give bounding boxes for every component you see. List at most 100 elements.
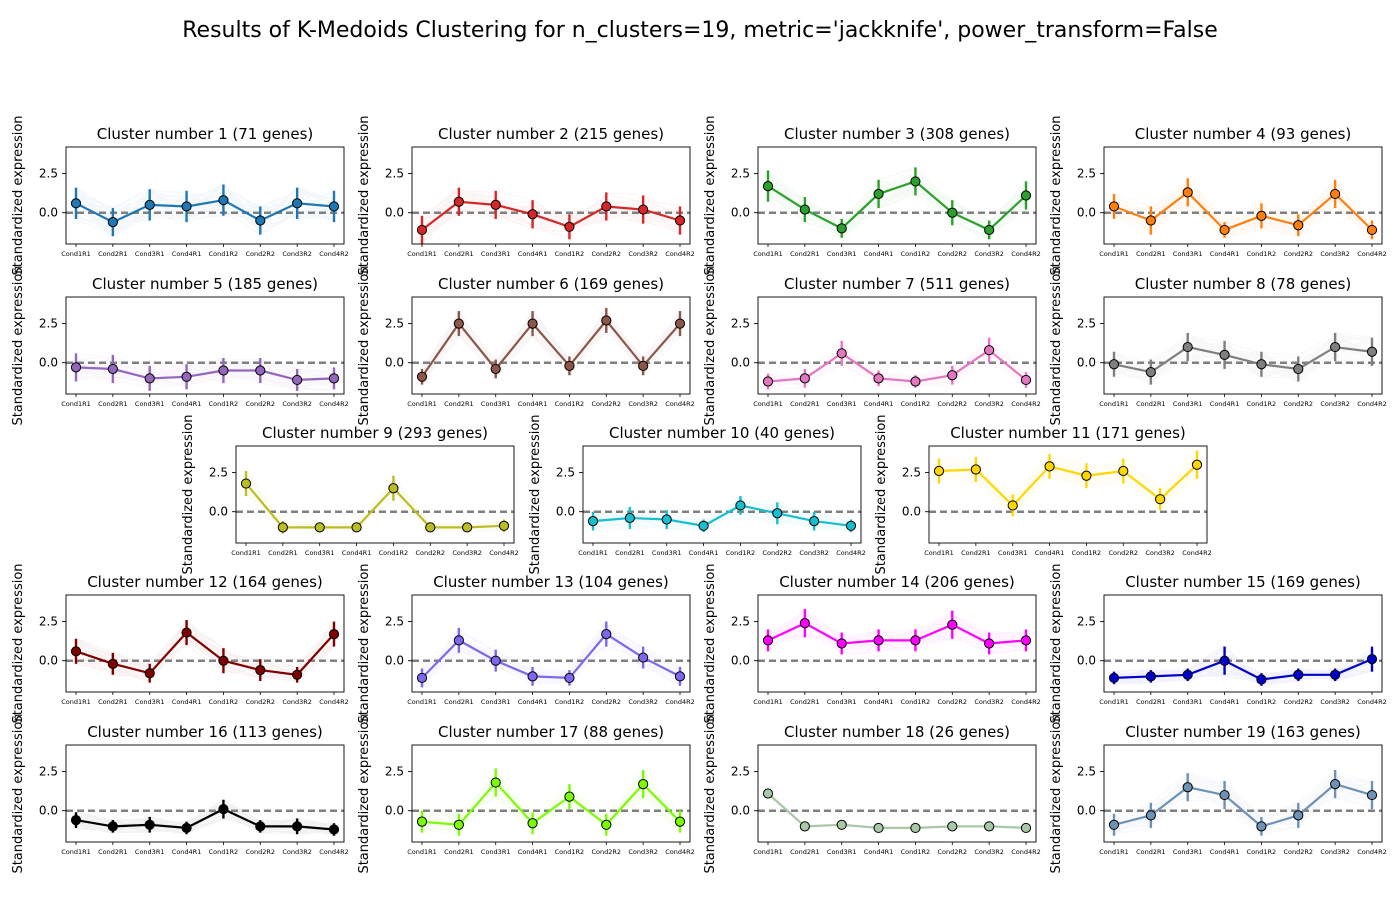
data-point bbox=[1007, 500, 1018, 511]
gene-profile-line bbox=[421, 622, 681, 685]
x-tick-label: Cond2R2 bbox=[246, 400, 276, 408]
data-point bbox=[328, 201, 340, 212]
data-point bbox=[947, 821, 958, 832]
gene-profile-line bbox=[767, 187, 1027, 239]
figure-title: Results of K-Medoids Clustering for n_cl… bbox=[182, 18, 1218, 43]
y-axis-label: Standardized expression bbox=[11, 713, 26, 873]
gene-profile-line bbox=[245, 473, 505, 533]
data-point bbox=[144, 199, 155, 210]
gene-profile-line bbox=[1113, 777, 1373, 834]
data-point bbox=[1182, 187, 1193, 198]
y-tick-label: 2.5 bbox=[731, 765, 750, 779]
gene-profile-line bbox=[1113, 661, 1373, 685]
gene-profile-line bbox=[938, 458, 1198, 510]
data-point bbox=[1182, 669, 1193, 680]
gene-profile-line bbox=[1113, 669, 1373, 684]
y-axis-label: Standardized expression bbox=[703, 563, 718, 723]
x-tick-label: Cond3R2 bbox=[282, 400, 312, 408]
gene-profile-line bbox=[1113, 333, 1373, 384]
data-point bbox=[490, 363, 501, 375]
gene-profile-line bbox=[1113, 785, 1373, 836]
x-tick-label: Cond2R2 bbox=[763, 549, 793, 557]
gene-profile-line bbox=[767, 343, 1027, 390]
gene-profiles-group bbox=[767, 335, 1027, 391]
y-tick-label: 2.5 bbox=[1077, 615, 1096, 629]
cluster-mean-line bbox=[1113, 782, 1373, 828]
gene-profile-line bbox=[75, 182, 335, 239]
gene-profile-line bbox=[1113, 337, 1373, 384]
cluster-panel: Cluster number 19 (163 genes) 0.0 2.5 Cond1… bbox=[1049, 713, 1387, 873]
y-axis-label: Standardized expression bbox=[11, 265, 26, 425]
gene-profile-line bbox=[592, 510, 852, 527]
gene-profile-line bbox=[421, 198, 681, 232]
gene-profile-line bbox=[767, 343, 1027, 387]
x-tick-label: Cond4R1 bbox=[518, 848, 548, 856]
data-point bbox=[638, 779, 649, 790]
gene-profile-line bbox=[421, 311, 681, 378]
gene-profile-line bbox=[75, 360, 335, 392]
gene-profile-line bbox=[767, 343, 1027, 386]
gene-profile-line bbox=[938, 461, 1198, 510]
gene-profile-line bbox=[421, 202, 681, 244]
data-point bbox=[70, 198, 82, 209]
cluster-mean-line bbox=[421, 780, 681, 827]
gene-profile-line bbox=[75, 189, 335, 232]
y-tick-label: 0.0 bbox=[385, 206, 404, 220]
gene-profile-line bbox=[75, 625, 335, 685]
data-point bbox=[1256, 821, 1267, 832]
gene-profile-line bbox=[1113, 649, 1373, 681]
gene-profile-line bbox=[938, 466, 1198, 516]
x-tick-label: Cond4R1 bbox=[1035, 549, 1065, 557]
x-tick-label: Cond2R2 bbox=[938, 698, 968, 706]
data-point bbox=[1330, 669, 1341, 680]
x-tick-label: Cond1R2 bbox=[901, 698, 931, 706]
gene-profile-line bbox=[767, 616, 1027, 656]
cluster-mean-line bbox=[767, 348, 1027, 383]
gene-profiles-group bbox=[421, 186, 681, 244]
data-point bbox=[970, 464, 981, 475]
cluster-panel: Cluster number 8 (78 genes) 0.0 2.5 Cond1R1… bbox=[1049, 265, 1387, 425]
gene-profile-line bbox=[938, 451, 1198, 499]
x-tick-label: Cond1R2 bbox=[209, 698, 239, 706]
x-tick-label: Cond3R1 bbox=[827, 250, 857, 258]
x-tick-label: Cond1R2 bbox=[726, 549, 756, 557]
plot-frame bbox=[1103, 146, 1383, 245]
cluster-panel: Cluster number 12 (164 genes) 0.0 2.5 Cond1… bbox=[11, 563, 349, 723]
x-tick-label: Cond3R1 bbox=[652, 549, 682, 557]
y-tick-label: 0.0 bbox=[731, 654, 750, 668]
cluster-panel: Cluster number 11 (171 genes) 0.0 2.5 Cond1… bbox=[874, 414, 1212, 574]
x-tick-label: Cond4R1 bbox=[172, 250, 202, 258]
gene-profile-line bbox=[75, 804, 335, 833]
gene-profile-line bbox=[75, 622, 335, 679]
x-tick-label: Cond1R1 bbox=[753, 400, 783, 408]
cluster-panel: Cluster number 2 (215 genes) 0.0 2.5 Cond1R… bbox=[357, 115, 695, 275]
y-tick-label: 0.0 bbox=[385, 356, 404, 370]
data-point bbox=[601, 629, 612, 640]
gene-profile-line bbox=[767, 339, 1027, 384]
gene-profile-line bbox=[421, 642, 681, 685]
gene-profile-line bbox=[75, 184, 335, 226]
data-point bbox=[255, 821, 266, 832]
panel-title: Cluster number 1 (71 genes) bbox=[97, 125, 314, 143]
y-tick-label: 2.5 bbox=[39, 765, 58, 779]
x-tick-label: Cond1R1 bbox=[61, 698, 91, 706]
gene-profile-line bbox=[767, 180, 1027, 229]
gene-profile-line bbox=[1113, 653, 1373, 686]
cluster-panel: Cluster number 7 (511 genes) 0.0 2.5 Cond1R… bbox=[703, 265, 1041, 425]
x-tick-label: Cond2R1 bbox=[444, 848, 474, 856]
x-tick-label: Cond3R1 bbox=[135, 400, 165, 408]
gene-profile-line bbox=[75, 619, 335, 681]
gene-profile-line bbox=[1113, 193, 1373, 241]
x-tick-label: Cond3R2 bbox=[628, 848, 658, 856]
data-point bbox=[70, 362, 82, 373]
y-tick-label: 2.5 bbox=[39, 167, 58, 181]
data-point bbox=[1145, 366, 1156, 378]
gene-profile-line bbox=[75, 799, 335, 835]
x-tick-label: Cond1R2 bbox=[555, 698, 585, 706]
gene-profile-line bbox=[75, 634, 335, 680]
x-tick-label: Cond3R1 bbox=[481, 250, 511, 258]
y-tick-label: 0.0 bbox=[1077, 206, 1096, 220]
gene-profile-line bbox=[421, 779, 681, 831]
plot-frame bbox=[757, 744, 1037, 843]
data-point bbox=[453, 819, 464, 830]
